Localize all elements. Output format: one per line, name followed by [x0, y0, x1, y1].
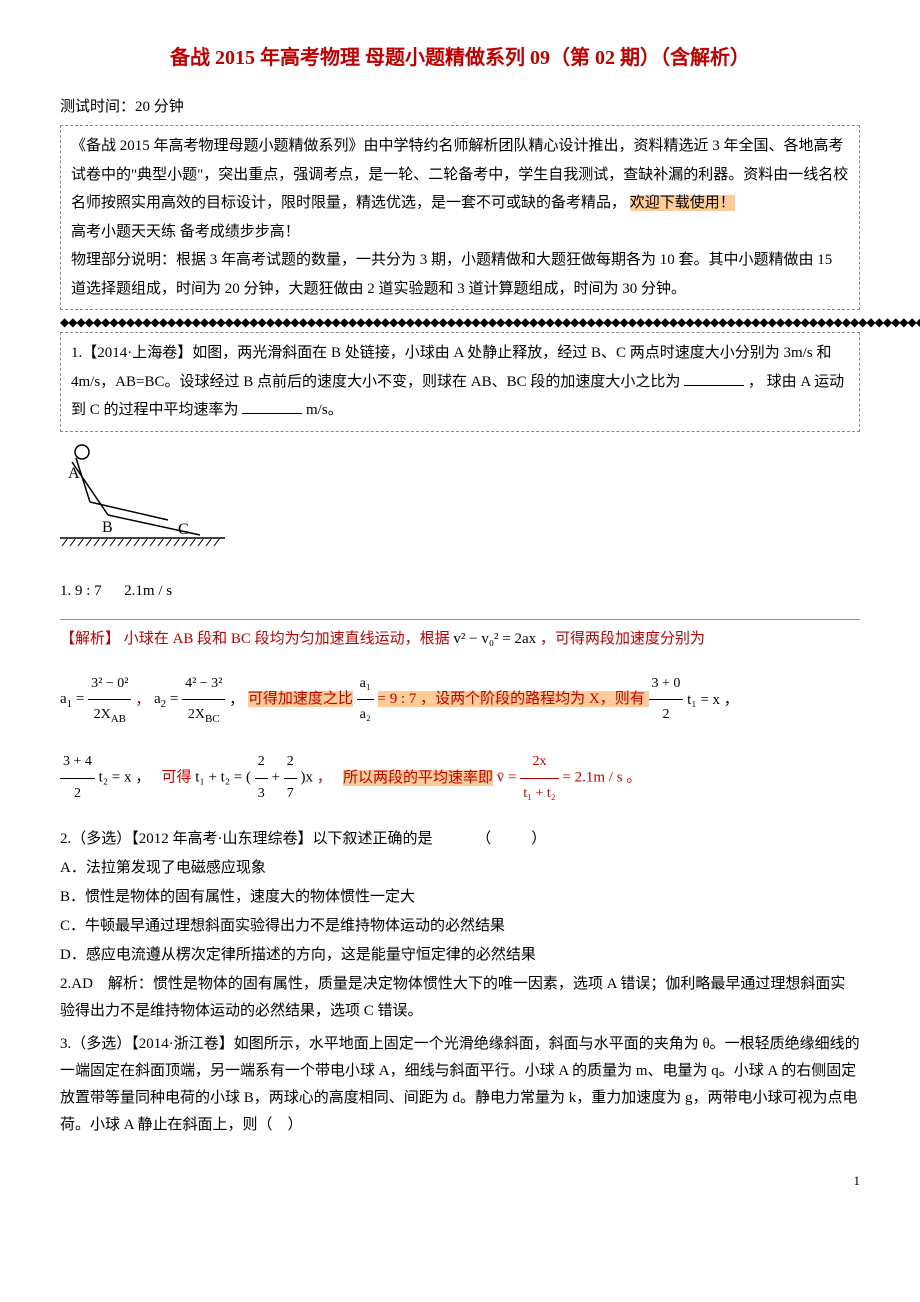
t1-frac: 3 + 0 2: [649, 669, 684, 732]
page-title: 备战 2015 年高考物理 母题小题精做系列 09（第 02 期）（含解析）: [60, 40, 860, 76]
q2-optC: C．牛顿最早通过理想斜面实验得出力不是维持物体运动的必然结果: [60, 913, 860, 940]
q2-optB: B．惯性是物体的固有属性，速度大的物体惯性一定大: [60, 884, 860, 911]
t2-var: t₂ = x: [99, 770, 132, 786]
svg-text:A: A: [68, 465, 80, 482]
q1-comma: ，: [748, 374, 763, 390]
q1-blank-1: [684, 370, 744, 386]
svg-text:B: B: [102, 519, 113, 536]
question-1-box: 1.【2014·上海卷】如图，两光滑斜面在 B 处链接，小球由 A 处静止释放，…: [60, 332, 860, 432]
analysis-seg1: 小球在 AB 段和 BC 段均为匀加速直线运动，根据: [124, 631, 450, 647]
analysis-line3: 3 + 4 2 t₂ = x ， 可得 t₁ + t₂ = ( 2 3 + 2 …: [60, 747, 860, 810]
q2-answer: 2.AD 解析：惯性是物体的固有属性，质量是决定物体惯性大下的唯一因素，选项 A…: [60, 971, 860, 1025]
q3-text: 3.（多选）【2014·浙江卷】如图所示，水平地面上固定一个光滑绝缘斜面，斜面与…: [60, 1036, 860, 1133]
a1-frac: 3² − 0² 2XAB: [88, 669, 131, 732]
vbar-frac: 2x t₁ + t₂: [520, 747, 558, 810]
analysis-box: 【解析】 小球在 AB 段和 BC 段均为匀加速直线运动，根据 v² − v₀²…: [60, 619, 860, 810]
intro-p2: 高考小题天天练 备考成绩步步高！: [71, 218, 849, 247]
test-time: 测试时间：20 分钟: [60, 94, 860, 121]
sum-f1: 2 3: [255, 747, 268, 810]
ans1-v2: 2.1m / s: [124, 583, 172, 599]
sum-f2: 2 7: [284, 747, 297, 810]
analysis-eq1: v² − v₀² = 2ax: [453, 631, 536, 647]
a1-expr: a1 =: [60, 691, 88, 707]
sep2: ，: [724, 691, 739, 707]
vbar-lhs: v̄ =: [497, 770, 520, 786]
sep-comma: ，: [229, 691, 244, 707]
ratio-val-hl: = 9 : 7 ，设两个阶段的路程均为 X，则有: [378, 691, 649, 707]
ratio-frac: a₁ a₂: [357, 669, 374, 732]
sep1: ，: [135, 691, 150, 707]
question-2: 2.（多选）【2012 年高考·山东理综卷】以下叙述正确的是 （） A．法拉第发…: [60, 826, 860, 1025]
ans1-label: 1.: [60, 583, 71, 599]
q2-stem: 2.（多选）【2012 年高考·山东理综卷】以下叙述正确的是: [60, 831, 433, 847]
kede: 可得: [162, 770, 192, 786]
figure-incline: A B C: [60, 440, 860, 570]
q1-blank-2: [242, 398, 302, 414]
sep3: ，: [135, 770, 150, 786]
t1-var: t₁ = x: [687, 691, 720, 707]
question-3: 3.（多选）【2014·浙江卷】如图所示，水平地面上固定一个光滑绝缘斜面，斜面与…: [60, 1031, 860, 1139]
a2-expr: a2 =: [154, 691, 182, 707]
analysis-label: 【解析】: [60, 631, 120, 647]
a2-frac: 4² − 3² 2XBC: [182, 669, 225, 732]
sum-rhs: )x: [300, 770, 313, 786]
analysis-seg2: ，可得两段加速度分别为: [540, 631, 705, 647]
intro-p3: 物理部分说明：根据 3 年高考试题的数量，一共分为 3 期，小题精做和大题狂做每…: [71, 246, 849, 303]
vbar-val: = 2.1m / s: [562, 770, 622, 786]
ans1-v1: 9 : 7: [75, 583, 102, 599]
sum-plus: +: [272, 770, 284, 786]
answer-1: 1. 9 : 7 2.1m / s: [60, 578, 860, 605]
q2-optA: A．法拉第发现了电磁感应现象: [60, 855, 860, 882]
analysis-line2: a1 = 3² − 0² 2XAB ， a2 = 4² − 3² 2XBC ， …: [60, 669, 860, 732]
hl-ratio-text: 可得加速度之比: [248, 691, 353, 707]
hl-path-text: ，设两个阶段的路程均为 X，则有: [420, 691, 645, 707]
ratio-val: = 9 : 7: [378, 691, 417, 707]
t2-frac: 3 + 4 2: [60, 747, 95, 810]
sum-lhs: t₁ + t₂ = (: [195, 770, 251, 786]
divider-diamonds: ◆◆◆◆◆◆◆◆◆◆◆◆◆◆◆◆◆◆◆◆◆◆◆◆◆◆◆◆◆◆◆◆◆◆◆◆◆◆◆◆…: [60, 316, 860, 328]
hl-avg-text: 所以两段的平均速率即: [343, 770, 493, 786]
intro-p1-seg2-highlight: 欢迎下载使用！: [630, 195, 735, 211]
q2-options: A．法拉第发现了电磁感应现象 B．惯性是物体的固有属性，速度大的物体惯性一定大 …: [60, 855, 860, 969]
svg-text:C: C: [178, 521, 189, 538]
sep4: ，: [317, 770, 332, 786]
intro-box: 《备战 2015 年高考物理母题小题精做系列》由中学特约名师解析团队精心设计推出…: [60, 125, 860, 310]
q1-text-3: m/s。: [306, 402, 343, 418]
period: 。: [626, 770, 641, 786]
page-number: 1: [60, 1169, 860, 1192]
analysis-line1: 【解析】 小球在 AB 段和 BC 段均为匀加速直线运动，根据 v² − v₀²…: [60, 626, 860, 653]
q2-optD: D．感应电流遵从楞次定律所描述的方向，这是能量守恒定律的必然结果: [60, 942, 860, 969]
